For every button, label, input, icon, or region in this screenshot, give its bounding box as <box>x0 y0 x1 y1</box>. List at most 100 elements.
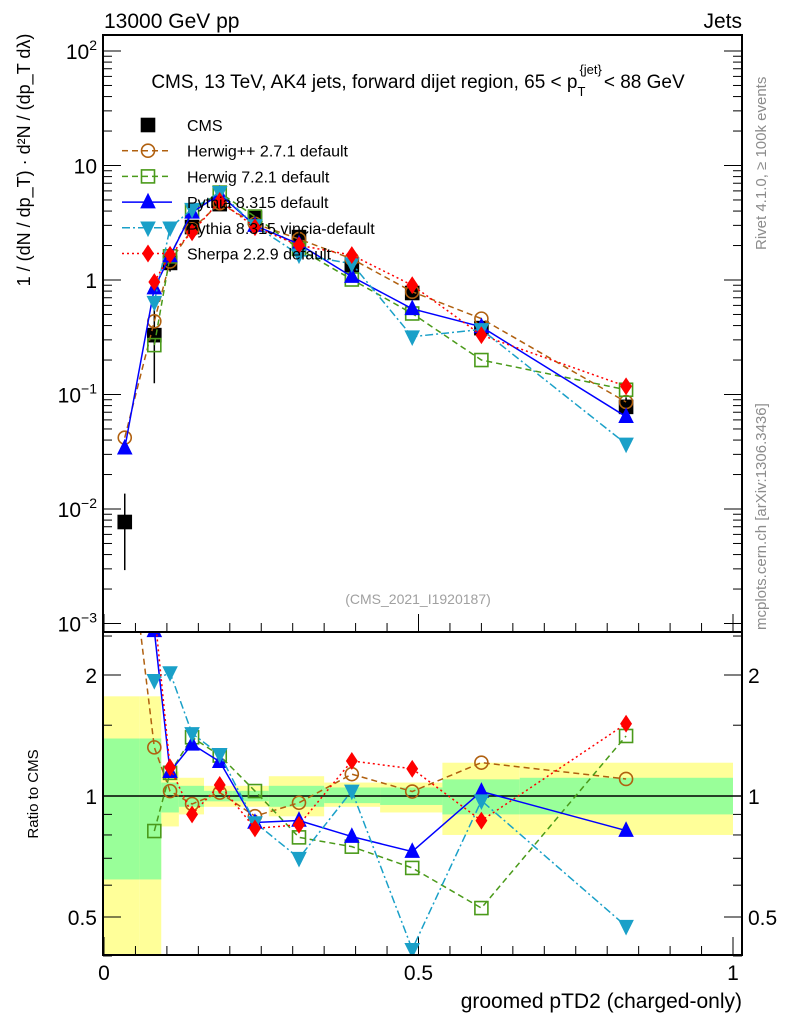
ratio-point <box>473 794 490 810</box>
ratio-point <box>618 919 634 936</box>
ratio-point <box>291 795 307 811</box>
ratio-point <box>406 759 419 778</box>
ratio-point <box>474 900 489 916</box>
legend-item: Herwig++ 2.7.1 default <box>122 143 349 161</box>
ratio-series <box>139 632 634 955</box>
x-axis-label: groomed pTD2 (charged-only) <box>461 990 742 1013</box>
data-point <box>618 437 634 454</box>
ratio-point <box>146 632 163 638</box>
y-tick-label: 10−1 <box>58 381 98 408</box>
ratio-axis-label: Ratio to CMS <box>25 749 42 838</box>
ratio-point <box>213 776 226 794</box>
x-tick-label: 0.5 <box>404 962 433 985</box>
ratio-point <box>248 819 261 838</box>
ratio-point <box>618 771 634 787</box>
ratio-tick-label: 1 <box>85 786 97 809</box>
ratio-point <box>474 755 489 770</box>
legend-label: Herwig++ 2.7.1 default <box>187 144 349 161</box>
ratio-tick-label-right: 0.5 <box>748 907 777 930</box>
ratio-tick-label-right: 2 <box>748 665 760 688</box>
data-point <box>404 299 421 316</box>
data-point <box>213 192 226 210</box>
data-point <box>116 438 133 455</box>
ratio-point <box>247 783 263 799</box>
ratio-point <box>620 714 633 733</box>
x-tick-label: 1 <box>727 962 739 985</box>
data-point <box>345 246 358 265</box>
ratio-tick-label: 0.5 <box>68 907 97 930</box>
ratio-point <box>475 811 488 830</box>
series-5-main <box>148 192 633 396</box>
series-5-ratio <box>155 632 633 838</box>
legend-marker <box>140 169 156 184</box>
ratio-point <box>404 842 421 858</box>
legend-label: CMS <box>187 118 223 135</box>
ratio-point <box>184 727 200 743</box>
legend-marker <box>140 117 156 133</box>
ratio-tick-label: 2 <box>85 665 97 688</box>
ratio-point <box>162 666 178 682</box>
data-point <box>186 223 199 242</box>
series-line <box>124 202 627 438</box>
ratio-point <box>344 827 360 843</box>
green-band-bin <box>139 738 162 880</box>
ratio-point <box>211 748 228 764</box>
data-point <box>117 514 133 530</box>
legend-label: Sherpa 2.2.9 default <box>187 247 332 264</box>
ratio-point <box>344 784 360 801</box>
x-tick-label: 0 <box>98 962 110 985</box>
data-point <box>162 221 178 238</box>
y-tick-label: 102 <box>66 37 97 64</box>
data-point <box>148 273 161 291</box>
header-right: Jets <box>703 10 742 33</box>
mcplots-label: mcplots.cern.ch [arXiv:1306.3436] <box>753 403 770 630</box>
ratio-point <box>186 805 199 824</box>
main-axes: 10−3 10−2 10−1 1 10 102 <box>58 37 742 637</box>
ratio-point <box>291 851 307 868</box>
data-point <box>404 330 421 346</box>
header-left: 13000 GeV pp <box>104 10 239 33</box>
y-tick-label: 10−3 <box>58 610 98 637</box>
legend-item: Pythia 8.315 vincia-default <box>122 221 375 238</box>
ratio-point <box>146 674 163 690</box>
legend-label: Pythia 8.315 default <box>187 195 329 212</box>
main-series <box>116 185 634 571</box>
ratio-point <box>345 752 358 770</box>
series-line <box>153 199 627 387</box>
watermark: (CMS_2021_I1920187) <box>345 591 491 607</box>
legend-item: Herwig 7.2.1 default <box>122 169 330 186</box>
plot-title: CMS, 13 TeV, AK4 jets, forward dijet reg… <box>151 62 685 99</box>
series-2-ratio <box>147 728 634 916</box>
ratio-point <box>162 783 178 799</box>
data-point <box>184 202 200 219</box>
ratio-tick-label-right: 1 <box>748 786 760 809</box>
ratio-point <box>184 734 200 751</box>
data-point <box>344 267 360 283</box>
y-tick-label: 1 <box>85 270 97 293</box>
data-point <box>146 295 163 312</box>
green-band-bin <box>104 738 140 880</box>
legend-marker <box>140 192 156 209</box>
legend-label: Herwig 7.2.1 default <box>187 169 330 186</box>
legend-item: CMS <box>140 117 223 135</box>
ratio-point <box>293 815 305 834</box>
ratio-line <box>153 671 627 952</box>
ratio-point <box>147 823 162 839</box>
data-point <box>620 377 633 396</box>
ratio-point <box>404 860 420 876</box>
data-point <box>475 326 488 345</box>
ratio-frame <box>102 631 743 956</box>
legend-label: Pythia 8.315 vincia-default <box>187 221 375 238</box>
ratio-point <box>147 740 162 755</box>
series-2-main <box>147 185 634 398</box>
legend-item: Sherpa 2.2.9 default <box>122 244 332 264</box>
ratio-point <box>618 821 634 837</box>
legend-marker <box>140 143 156 158</box>
ratio-point <box>404 942 421 955</box>
legend-marker <box>140 221 156 238</box>
series-4-main <box>146 185 634 454</box>
data-point <box>293 236 305 255</box>
y-tick-label: 10−2 <box>58 495 98 522</box>
data-point <box>248 218 261 237</box>
